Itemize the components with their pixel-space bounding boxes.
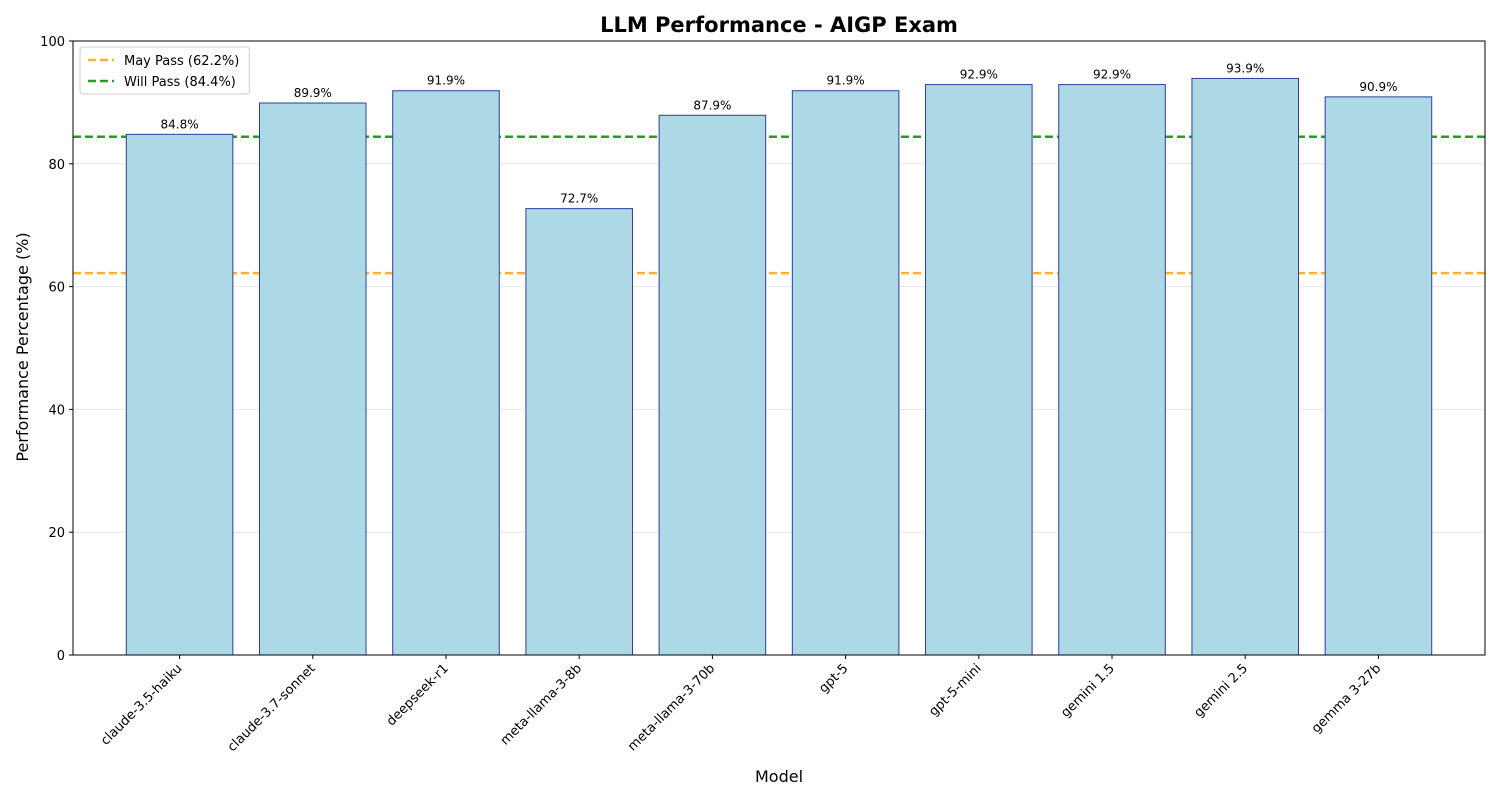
bar-value-label: 91.9% [827,74,865,88]
bar-value-label: 72.7% [560,192,598,206]
x-tick-label: gpt-5-mini [926,661,984,719]
bar-value-label: 84.8% [161,117,199,131]
bar [1191,77,1300,656]
bar [258,102,367,656]
x-tick-label: gpt-5 [816,661,851,696]
legend-box [79,46,250,95]
x-tick-label: deepseek-r1 [384,661,452,729]
bar [791,90,900,656]
bar [525,208,633,656]
bar-value-label: 89.9% [294,86,332,100]
plot-area-frame [72,40,1486,656]
y-tick-label: 100 [40,35,65,50]
bars [125,77,1433,656]
legend-items: May Pass (62.2%) Will Pass (84.4%) [88,54,239,90]
x-tick-label: claude-3.7-sonnet [225,661,319,755]
y-tick-label: 80 [48,158,65,173]
y-tick-label: 60 [48,281,65,296]
bar [1058,84,1166,656]
bar-value-label: 90.9% [1359,80,1397,94]
value-labels: 84.8% 89.9% 91.9% 72.7% 87.9% 91.9% 92.9% 92.9%… [161,61,1398,205]
y-tick-label: 0 [57,649,65,664]
bar-value-label: 87.9% [693,98,731,112]
x-tick-label: gemini 2.5 [1192,661,1252,721]
x-tick-label: gemma 3-27b [1309,661,1384,736]
bar-value-label: 93.9% [1226,61,1264,75]
x-axis-label: Model [755,767,803,786]
x-tick-label: claude-3.5-haiku [98,661,185,748]
bar [1324,96,1433,656]
chart-title: LLM Performance - AIGP Exam [600,13,958,37]
y-tick-label: 20 [48,526,65,541]
bar-value-label: 91.9% [427,74,465,88]
legend-label: May Pass (62.2%) [124,54,239,69]
x-axis-ticks: claude-3.5-haiku claude-3.7-sonnet deepsee… [98,655,1384,755]
legend-label: Will Pass (84.4%) [124,75,236,90]
x-tick-label: meta-llama-3-70b [625,661,718,754]
y-axis-ticks: 0 20 40 60 80 100 [40,35,73,664]
x-tick-label: gemini 1.5 [1058,661,1118,721]
y-axis-label: Performance Percentage (%) [13,232,32,461]
bar [392,90,500,656]
y-tick-label: 40 [48,403,65,418]
bar-value-label: 92.9% [1093,68,1131,82]
legend: May Pass (62.2%) Will Pass (84.4%) [79,46,250,95]
bar-value-label: 92.9% [960,68,998,82]
x-tick-label: meta-llama-3-8b [498,661,585,748]
bar [125,133,234,656]
bar [925,84,1033,656]
bar [658,114,767,656]
